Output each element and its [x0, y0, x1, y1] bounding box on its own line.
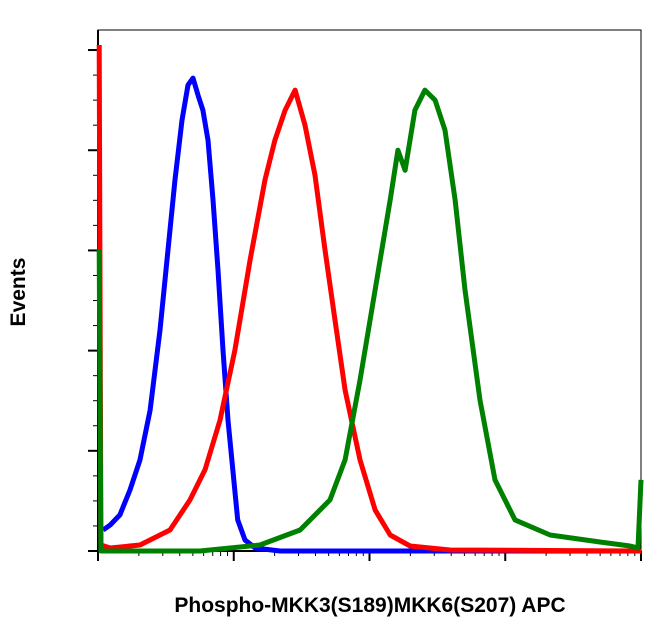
plot-frame	[97, 29, 642, 552]
series-line	[96, 87, 644, 554]
y-axis-label: Events	[7, 258, 30, 327]
series-line	[96, 44, 642, 554]
x-axis-label: Phospho-MKK3(S189)MKK6(S207) APC	[174, 594, 565, 617]
series-line	[101, 75, 641, 554]
